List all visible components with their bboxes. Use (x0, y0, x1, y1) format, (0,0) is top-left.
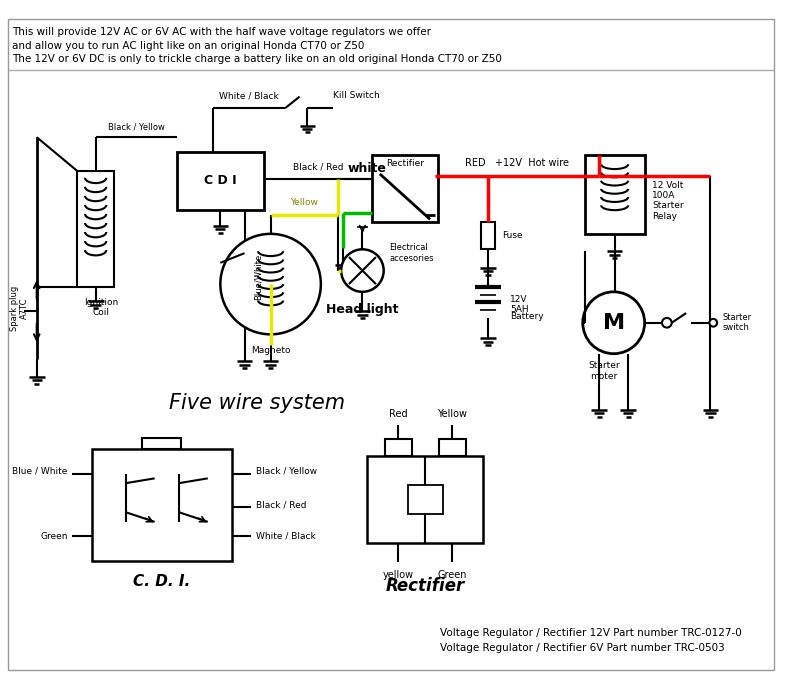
Text: This will provide 12V AC or 6V AC with the half wave voltage regulators we offer: This will provide 12V AC or 6V AC with t… (11, 27, 430, 37)
Bar (585, 154, 645, 234)
Text: Electrical
accesories: Electrical accesories (389, 243, 434, 263)
Text: Voltage Regulator / Rectifier 12V Part number TRC-0127-0: Voltage Regulator / Rectifier 12V Part n… (440, 628, 742, 638)
Text: Black / Red: Black / Red (256, 501, 307, 510)
Text: Battery: Battery (510, 312, 544, 322)
Text: Green: Green (438, 570, 467, 580)
Circle shape (220, 234, 321, 334)
Bar (177, 152, 264, 209)
Bar (367, 456, 483, 543)
Text: Black / Yellow: Black / Yellow (256, 466, 317, 475)
Text: M: M (603, 313, 625, 333)
Text: RED   +12V  Hot wire: RED +12V Hot wire (465, 158, 569, 168)
Circle shape (341, 249, 383, 292)
Text: Ignition
Coil: Ignition Coil (84, 298, 119, 317)
Bar (372, 154, 438, 223)
Text: Five wire system: Five wire system (169, 393, 345, 413)
Circle shape (582, 292, 645, 353)
Bar (481, 223, 495, 249)
Text: Green: Green (40, 532, 68, 541)
Text: Starter
moter: Starter moter (588, 362, 620, 381)
Text: Yellow: Yellow (290, 198, 319, 207)
Bar (91, 449, 232, 560)
Text: 12 Volt
100A
Starter
Relay: 12 Volt 100A Starter Relay (652, 181, 684, 221)
Bar (78, 171, 114, 287)
Text: White / Black: White / Black (256, 532, 316, 541)
Bar (142, 438, 180, 449)
Bar (408, 485, 443, 514)
Circle shape (709, 319, 717, 327)
Text: yellow: yellow (383, 570, 413, 580)
Circle shape (662, 318, 671, 327)
Text: White / Black: White / Black (219, 92, 279, 101)
Text: The 12V or 6V DC is only to trickle charge a battery like on an old original Hon: The 12V or 6V DC is only to trickle char… (11, 54, 502, 64)
Text: Red: Red (389, 409, 408, 420)
Text: Rectifier: Rectifier (386, 577, 465, 595)
Bar (438, 439, 466, 456)
Text: white: white (348, 162, 387, 174)
Text: Starter
switch: Starter switch (723, 313, 752, 333)
Text: Head light: Head light (326, 303, 399, 316)
Text: Blue / White: Blue / White (12, 466, 68, 475)
Bar (384, 439, 412, 456)
Text: Black / Red: Black / Red (293, 162, 343, 171)
Text: Magneto: Magneto (251, 346, 290, 355)
Text: Black / Yellow: Black / Yellow (108, 123, 165, 132)
Text: Fuse: Fuse (502, 232, 523, 240)
Text: Spark plug
A7TC: Spark plug A7TC (10, 286, 29, 331)
Text: and allow you to run AC light like on an original Honda CT70 or Z50: and allow you to run AC light like on an… (11, 41, 364, 50)
Text: Blue/White: Blue/White (253, 254, 262, 300)
Text: Kill Switch: Kill Switch (333, 92, 380, 101)
Text: Yellow: Yellow (438, 409, 468, 420)
Text: Voltage Regulator / Rectifier 6V Part number TRC-0503: Voltage Regulator / Rectifier 6V Part nu… (440, 643, 725, 652)
Text: Rectifier: Rectifier (386, 159, 424, 168)
Text: C. D. I.: C. D. I. (133, 574, 190, 589)
Text: 12V
5AH: 12V 5AH (510, 295, 529, 314)
Text: C D I: C D I (204, 174, 237, 187)
